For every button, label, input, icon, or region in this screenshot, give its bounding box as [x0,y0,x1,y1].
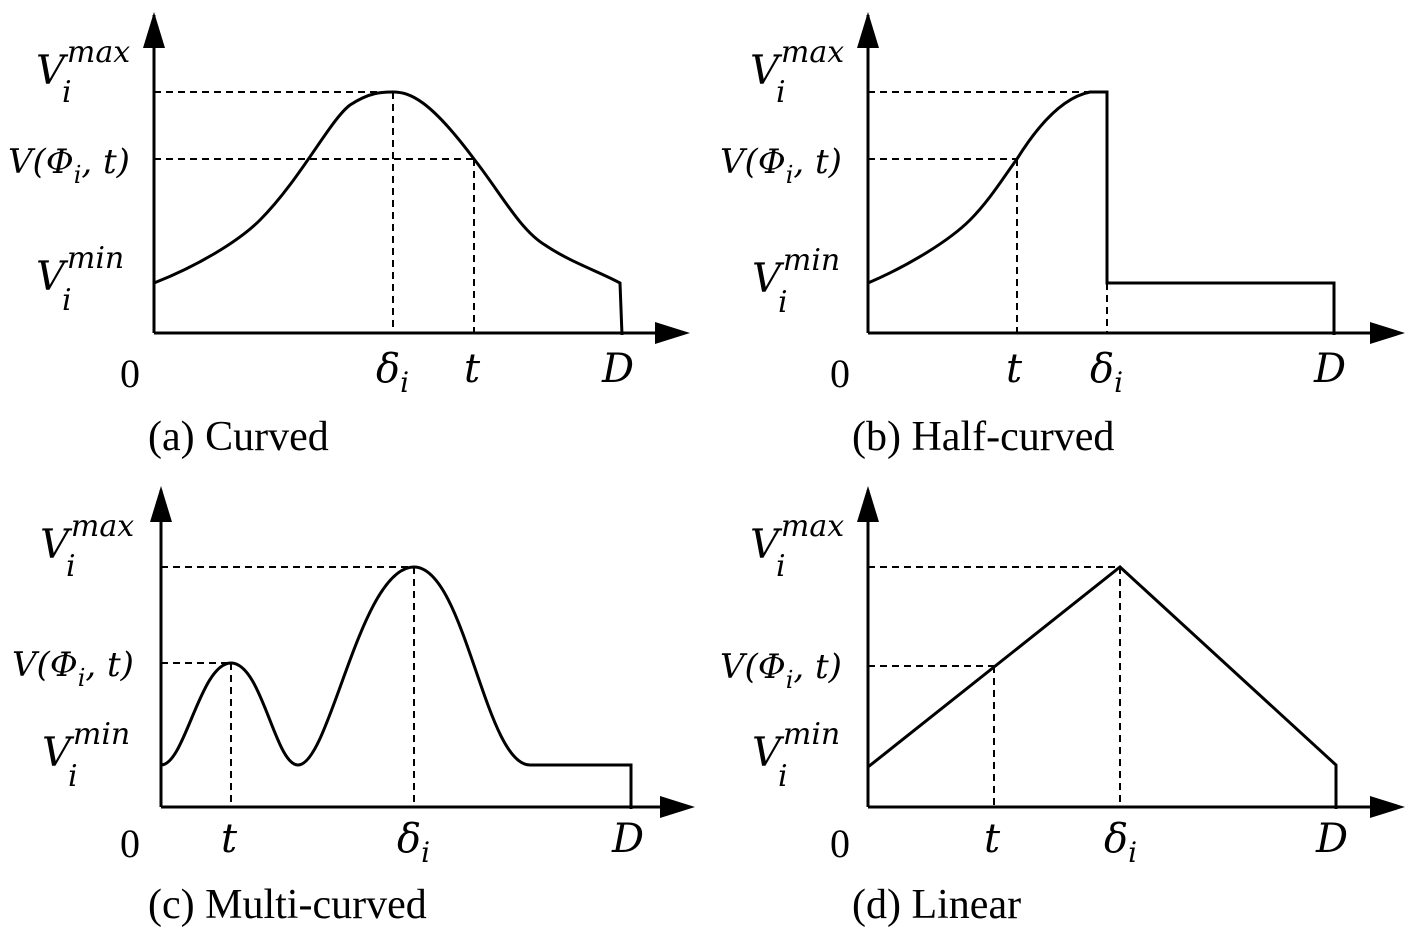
x-axis-arrowhead [660,796,695,818]
panel-caption: (d) Linear [852,882,1021,928]
curve-series [867,565,1338,809]
y-tick-vmin: Vmin [42,717,130,776]
y-axis-arrowhead [857,486,879,522]
x-tick-delta: δi [376,346,409,399]
y-tick-vmax-sub: i [66,549,76,584]
y-tick-vmax-sub: i [776,75,786,110]
x-tick-d: D [611,816,644,862]
y-tick-vmin-sub: i [68,759,78,794]
y-tick-vphi: V(Φi, t) [720,647,842,694]
panel-curved: Vmax i V(Φi, t) Vmin i 0 δi t D (a) Curv… [8,12,690,460]
curve-series [160,565,633,809]
origin-label: 0 [120,821,140,866]
y-tick-vmin-sub: i [778,759,788,794]
origin-label: 0 [830,351,850,396]
y-tick-vmax: Vmax [750,509,844,568]
panel-half-curved: Vmax i V(Φi, t) Vmin i 0 t δi D (b) Half… [720,12,1405,460]
x-tick-d: D [601,346,634,392]
x-axis-arrowhead [655,322,690,344]
x-tick-delta: δi [1090,346,1123,399]
curve-series [153,90,624,336]
y-tick-vmax-sub: i [776,549,786,584]
x-tick-t: t [464,346,481,392]
x-tick-delta: δi [1104,816,1137,869]
y-axis-arrowhead [150,486,172,522]
origin-label: 0 [830,821,850,866]
y-tick-vmin: Vmin [752,243,840,302]
x-tick-t: t [221,816,238,862]
x-tick-d: D [1313,346,1346,392]
y-tick-vmin-sub: i [778,285,788,320]
y-tick-vmax: Vmax [40,509,134,568]
y-axis-arrowhead [857,12,879,48]
panel-caption: (c) Multi-curved [148,882,427,928]
y-tick-vmax-sub: i [62,75,72,110]
origin-label: 0 [120,351,140,396]
y-tick-vmin: Vmin [752,717,840,776]
panel-multi-curved: Vmax i V(Φi, t) Vmin i 0 t δi D (c) Mult… [12,486,695,928]
panel-caption: (a) Curved [148,414,329,460]
panel-linear: Vmax i V(Φi, t) Vmin i 0 t δi D (d) Line… [720,486,1405,928]
y-tick-vphi: V(Φi, t) [12,645,134,692]
x-axis-arrowhead [1370,796,1405,818]
y-axis-arrowhead [143,12,165,48]
y-tick-vmin-sub: i [62,283,72,318]
y-tick-vmin: Vmin [36,241,124,300]
y-tick-vmax: Vmax [36,35,130,94]
y-tick-vmax: Vmax [750,35,844,94]
x-tick-t: t [1006,346,1023,392]
x-tick-d: D [1315,816,1348,862]
y-tick-vphi: V(Φi, t) [720,142,842,189]
y-tick-vphi: V(Φi, t) [8,142,130,189]
x-tick-delta: δi [397,816,430,869]
panel-caption: (b) Half-curved [852,414,1114,460]
curve-series [867,90,1336,335]
x-tick-t: t [984,816,1001,862]
x-axis-arrowhead [1370,322,1405,344]
